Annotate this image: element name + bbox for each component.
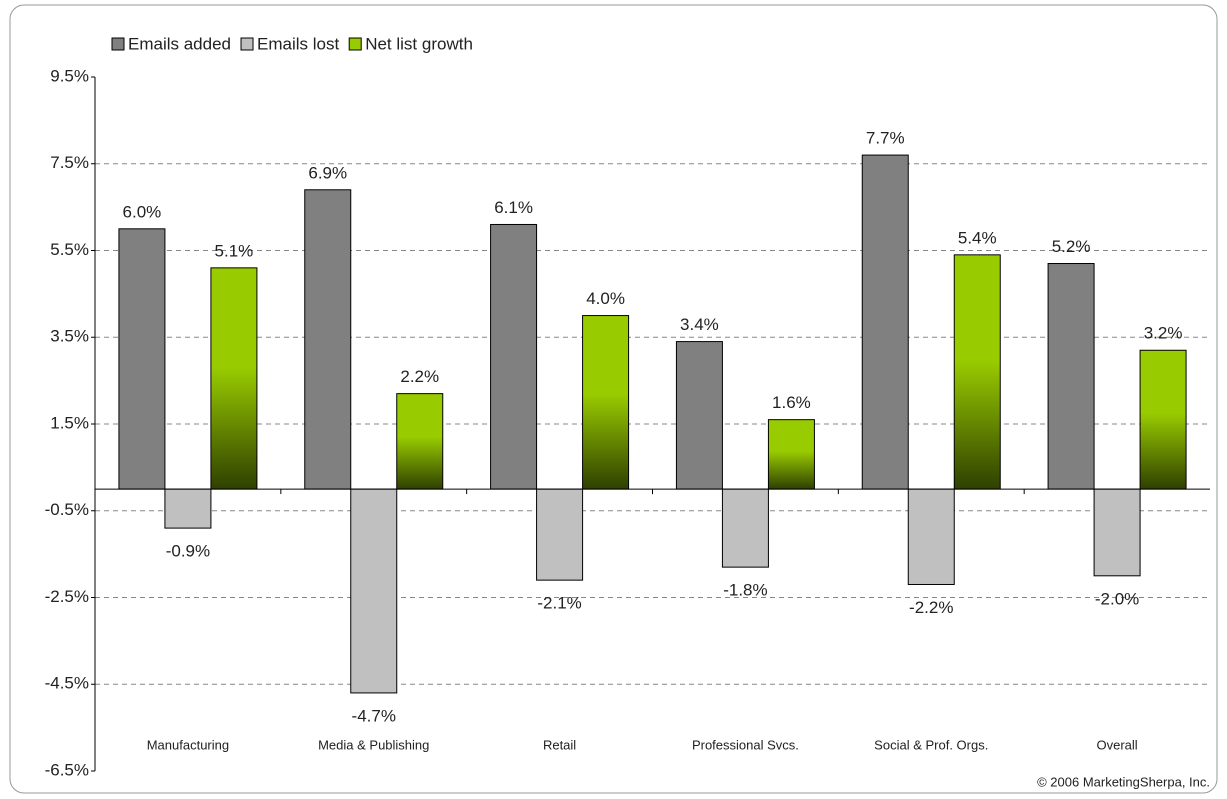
- data-label: -0.9%: [166, 542, 210, 561]
- data-label: -4.7%: [352, 706, 396, 725]
- x-tick-label: Overall: [1096, 737, 1137, 752]
- bar: [118, 228, 166, 490]
- data-label: 7.7%: [866, 129, 905, 148]
- data-label: 6.9%: [308, 163, 347, 182]
- source: © 2006 MarketingSherpa, Inc.: [1037, 774, 1210, 789]
- bar: [907, 488, 955, 585]
- bar: [1139, 349, 1187, 490]
- bar: [1093, 488, 1141, 577]
- data-label: 1.6%: [772, 393, 811, 412]
- data-label: -2.1%: [537, 594, 581, 613]
- y-tick-label: -4.5%: [45, 674, 89, 693]
- y-tick-label: 5.5%: [50, 240, 89, 259]
- legend-swatch: [348, 37, 362, 51]
- bar: [861, 154, 909, 490]
- y-tick-label: -2.5%: [45, 587, 89, 606]
- y-tick-label: 9.5%: [50, 66, 89, 85]
- data-label: 5.4%: [958, 228, 997, 247]
- bar: [721, 488, 769, 568]
- data-label: 6.1%: [494, 198, 533, 217]
- bar: [536, 488, 584, 581]
- bar: [490, 223, 538, 490]
- y-tick-label: 7.5%: [50, 153, 89, 172]
- data-label: 3.4%: [680, 315, 719, 334]
- data-label: 3.2%: [1144, 324, 1183, 343]
- bar: [1047, 263, 1095, 490]
- legend-label: Emails lost: [257, 34, 339, 53]
- data-label: -2.2%: [909, 598, 953, 617]
- x-tick-label: Professional Svcs.: [692, 737, 799, 752]
- bar: [350, 488, 398, 694]
- legend-swatch: [240, 37, 254, 51]
- legend-label: Net list growth: [365, 34, 473, 53]
- data-label: -1.8%: [723, 581, 767, 600]
- bar: [396, 393, 444, 490]
- data-label: 2.2%: [400, 367, 439, 386]
- data-label: 6.0%: [123, 202, 162, 221]
- legend-swatch: [111, 37, 125, 51]
- y-tick-label: 1.5%: [50, 413, 89, 432]
- x-tick-label: Retail: [543, 737, 576, 752]
- bar: [164, 488, 212, 529]
- legend-label: Emails added: [128, 34, 231, 53]
- data-label: 4.0%: [586, 289, 625, 308]
- y-tick-label: 3.5%: [50, 327, 89, 346]
- x-tick-label: Social & Prof. Orgs.: [874, 737, 988, 752]
- bar: [953, 254, 1001, 490]
- bar: [675, 341, 723, 490]
- bar: [304, 189, 352, 490]
- bar: [582, 315, 630, 490]
- bar: [210, 267, 258, 490]
- x-tick-label: Media & Publishing: [318, 737, 429, 752]
- y-tick-label: -6.5%: [45, 760, 89, 779]
- bar: [767, 419, 815, 490]
- data-label: -2.0%: [1095, 589, 1139, 608]
- data-label: 5.2%: [1052, 237, 1091, 256]
- y-tick-label: -0.5%: [45, 500, 89, 519]
- x-tick-label: Manufacturing: [147, 737, 229, 752]
- data-label: 5.1%: [215, 241, 254, 260]
